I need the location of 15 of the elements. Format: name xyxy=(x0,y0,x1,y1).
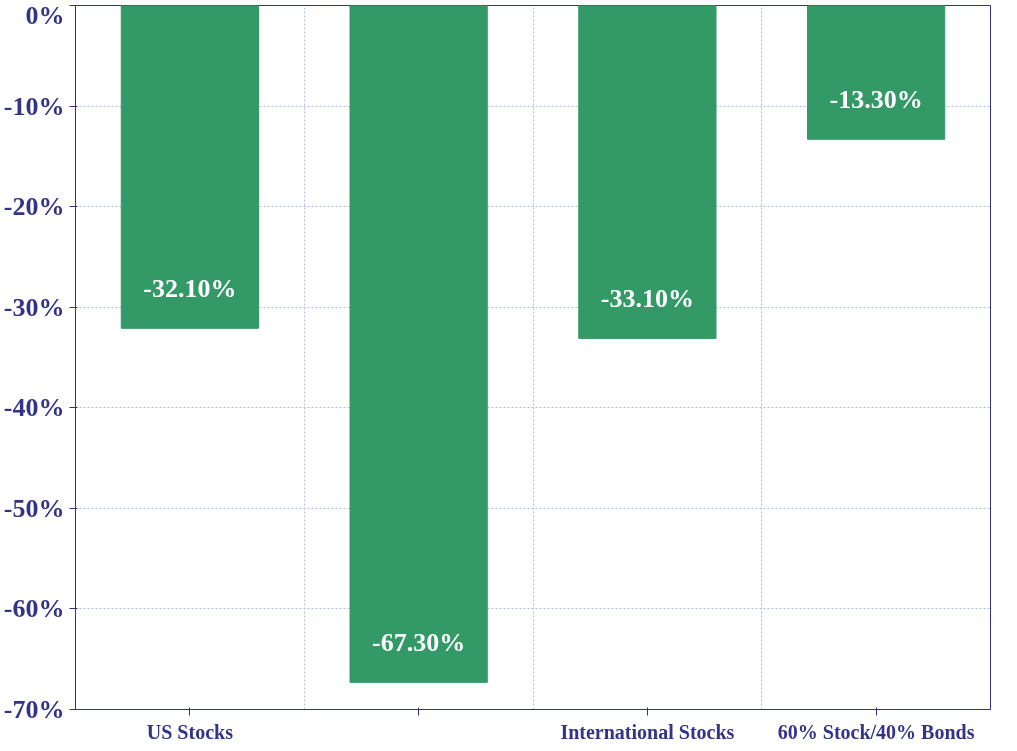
y-tick-label: 0% xyxy=(25,0,65,30)
y-tick-label: -10% xyxy=(3,91,65,121)
y-tick-label: -20% xyxy=(3,192,65,222)
y-tick-label: -60% xyxy=(3,594,65,624)
data-label: -67.30% xyxy=(372,627,466,657)
data-label: -33.10% xyxy=(600,283,694,313)
y-tick-label: -50% xyxy=(3,493,65,523)
data-label: -13.30% xyxy=(829,84,923,114)
x-tick-label: 60% Stock/40% Bonds xyxy=(777,720,975,743)
y-tick-label: -40% xyxy=(3,393,65,423)
data-label: -32.10% xyxy=(143,273,237,303)
x-tick-label: International Stocks xyxy=(560,720,735,743)
y-tick-label: -70% xyxy=(3,695,65,724)
y-tick-label: -30% xyxy=(3,292,65,322)
x-tick-label: US Stocks xyxy=(146,720,234,743)
